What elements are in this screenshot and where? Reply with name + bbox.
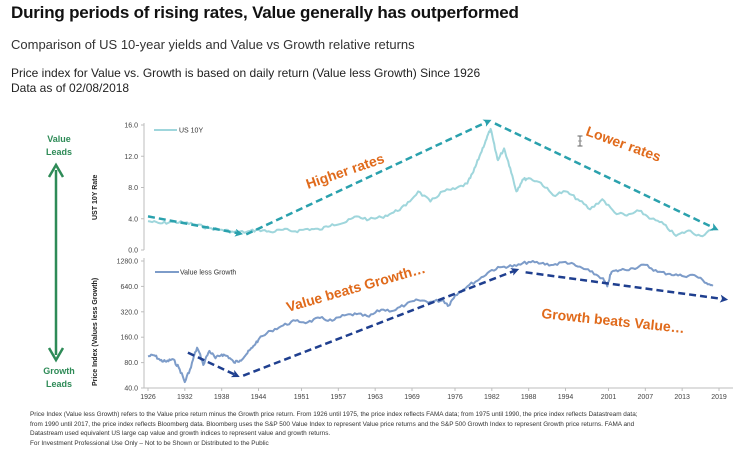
x-tick-label: 1926 [140,394,156,401]
rate-trend-arrow [148,216,240,233]
value-growth-double-arrow-icon [49,165,63,360]
higher-rates-annotation: Higher rates [304,150,387,192]
x-tick-label: 2001 [601,394,617,401]
x-tick-label: 1994 [558,394,574,401]
bottom-y-tick-label: 80.0 [124,360,138,367]
bottom-y-tick-label: 1280.0 [117,259,139,266]
chart-canvas: 16.0 12.0 8.0 4.0 0.0 1280.0 640.0 320.0 160.0 8… [0,0,744,464]
top-y-tick-label: 12.0 [124,154,138,161]
x-tick-label: 1932 [177,394,193,401]
value-beats-growth-annotation: Value beats Growth… [284,260,427,315]
bottom-y-tick-label: 640.0 [120,284,138,291]
x-tick-label: 1957 [331,394,347,401]
growth-beats-value-annotation: Growth beats Value… [541,305,686,336]
lower-rates-annotation: Lower rates [584,123,664,165]
x-tick-label: 2013 [674,394,690,401]
bottom-y-tick-label: 160.0 [120,335,138,342]
x-tick-label: 1988 [521,394,537,401]
x-tick-label: 2007 [638,394,654,401]
footnote-line: from 1990 until 2017, the price index re… [30,420,742,430]
top-chart-axes: 16.0 12.0 8.0 4.0 0.0 [124,123,144,255]
bottom-y-tick-label: 40.0 [124,386,138,393]
footnote-line: Price Index (Value less Growth) refers t… [30,410,742,420]
vlg-legend-label: Value less Growth [180,270,236,277]
bottom-y-tick-label: 320.0 [120,309,138,316]
top-y-tick-label: 0.0 [128,248,138,255]
x-tick-label: 1982 [484,394,500,401]
footnote-line: Datastream used equivalent US large cap … [30,429,742,439]
us10y-legend-label: US 10Y [179,128,203,135]
value-growth-trend-arrow [188,353,237,376]
footnote: Price Index (Value less Growth) refers t… [30,410,742,448]
x-tick-label: 1976 [447,394,463,401]
x-tick-label: 1969 [404,394,420,401]
top-y-tick-label: 16.0 [124,123,138,130]
top-y-tick-label: 4.0 [128,216,138,223]
rate-trend-arrow [246,121,489,234]
bottom-legend: Value less Growth [155,270,236,277]
x-tick-label: 2019 [711,394,727,401]
x-tick-label: 1944 [251,394,267,401]
text-cursor-icon [578,136,583,146]
footnote-line: For Investment Professional Use Only – N… [30,439,742,449]
x-tick-label: 1951 [294,394,310,401]
top-y-axis-title: UST 10Y Rate [92,175,99,220]
bottom-y-axis-title: Price Index (Values less Growth) [92,278,99,386]
top-legend: US 10Y [154,128,203,135]
top-y-tick-label: 8.0 [128,185,138,192]
x-tick-label: 1938 [214,394,230,401]
x-tick-label: 1963 [367,394,383,401]
